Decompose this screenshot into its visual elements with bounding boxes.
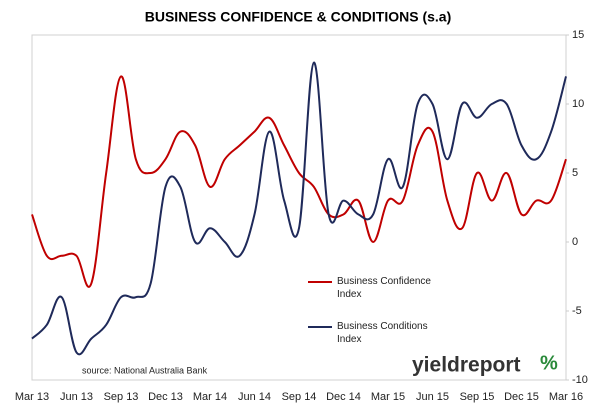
x-tick-label: Mar 16 bbox=[549, 391, 583, 403]
y-tick-label: 15 bbox=[572, 29, 584, 41]
x-tick-label: Mar 15 bbox=[371, 391, 405, 403]
x-tick-label: Jun 14 bbox=[238, 391, 271, 403]
chart-title: BUSINESS CONFIDENCE & CONDITIONS (s.a) bbox=[145, 9, 451, 25]
x-tick-label: Sep 13 bbox=[104, 391, 139, 403]
x-tick-label: Sep 14 bbox=[282, 391, 317, 403]
y-tick-label: 10 bbox=[572, 98, 584, 110]
y-tick-label: 0 bbox=[572, 236, 578, 248]
source-note: source: National Australia Bank bbox=[82, 365, 208, 375]
x-tick-label: Dec 13 bbox=[148, 391, 183, 403]
y-tick-label: -10 bbox=[572, 374, 588, 386]
legend-label: Business Conditions Index bbox=[337, 321, 428, 345]
x-tick-label: Jun 13 bbox=[60, 391, 93, 403]
plot-frame bbox=[31, 34, 567, 381]
x-tick-label: Mar 14 bbox=[193, 391, 227, 403]
x-tick-label: Dec 14 bbox=[326, 391, 361, 403]
series-line bbox=[31, 61, 567, 356]
series-line bbox=[31, 75, 567, 288]
y-tick-label: 5 bbox=[572, 167, 578, 179]
logo-mark: % bbox=[540, 352, 558, 374]
x-tick-label: Mar 13 bbox=[15, 391, 49, 403]
x-tick-label: Dec 15 bbox=[504, 391, 539, 403]
logo: yieldreport bbox=[412, 354, 521, 377]
legend-label: Business Confidence Index bbox=[337, 276, 431, 300]
x-tick-label: Jun 15 bbox=[416, 391, 449, 403]
x-tick-label: Sep 15 bbox=[460, 391, 495, 403]
y-tick-label: -5 bbox=[572, 305, 582, 317]
